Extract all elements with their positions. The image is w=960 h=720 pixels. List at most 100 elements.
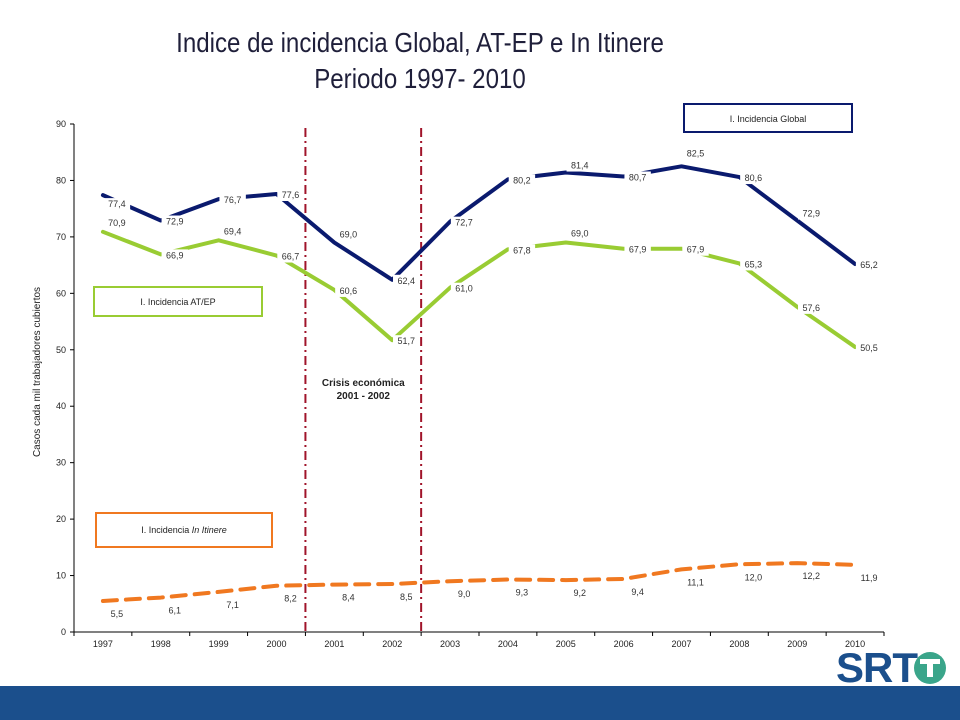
data-label-itinere: 11,1 <box>687 577 704 587</box>
data-label-bg <box>277 188 304 201</box>
data-label-bg <box>277 250 304 263</box>
data-label-global: 81,4 <box>571 161 589 171</box>
data-label-bg <box>569 587 591 600</box>
data-label-bg <box>798 570 825 583</box>
data-label-global: 82,5 <box>687 148 705 158</box>
x-tick-label: 2005 <box>556 639 576 649</box>
y-tick-label: 90 <box>56 119 66 129</box>
x-tick-label: 2008 <box>729 639 749 649</box>
data-label-bg <box>798 207 825 220</box>
legend-label-atep: I. Incidencia AT/EP <box>140 297 215 307</box>
data-label-global: 80,7 <box>629 172 647 182</box>
x-tick-label: 1998 <box>151 639 171 649</box>
data-label-bg <box>798 301 825 314</box>
y-tick-label: 30 <box>56 458 66 468</box>
x-tick-label: 2009 <box>787 639 807 649</box>
x-tick-label: 2001 <box>324 639 344 649</box>
data-label-bg <box>337 591 359 604</box>
data-label-itinere: 11,9 <box>861 573 878 583</box>
y-tick-label: 70 <box>56 232 66 242</box>
footer-bar <box>0 686 960 720</box>
y-axis-title: Casos cada mil trabajadores cubiertos <box>32 287 43 457</box>
data-label-itinere: 12,0 <box>745 572 763 582</box>
data-label-bg <box>566 227 593 240</box>
y-tick-label: 80 <box>56 175 66 185</box>
data-label-bg <box>164 604 186 617</box>
y-tick-label: 0 <box>61 627 66 637</box>
crisis-annotation-line1: Crisis económica <box>322 378 405 389</box>
y-tick-label: 10 <box>56 571 66 581</box>
data-label-bg <box>280 592 301 605</box>
data-label-atep: 60,6 <box>340 286 358 296</box>
data-label-global: 76,7 <box>224 195 242 205</box>
data-label-bg <box>393 335 420 348</box>
data-label-bg <box>855 571 883 584</box>
legend-box-atep <box>93 286 263 317</box>
data-label-bg <box>855 341 883 354</box>
legend-label-itinere: I. Incidencia In Itinere <box>141 525 227 535</box>
data-label-atep: 69,4 <box>224 226 242 236</box>
data-label-bg <box>103 216 131 229</box>
data-label-atep: 70,9 <box>108 218 126 228</box>
chart-title-line2: Periodo 1997- 2010 <box>314 63 526 94</box>
data-label-bg <box>453 588 475 601</box>
data-label-itinere: 9,3 <box>516 588 529 598</box>
data-label-global: 77,6 <box>282 190 300 200</box>
data-label-bg <box>219 225 246 238</box>
data-label-itinere: 5,5 <box>111 609 124 619</box>
data-label-global: 69,0 <box>340 230 358 240</box>
data-label-bg <box>222 598 244 611</box>
data-label-itinere: 9,2 <box>574 588 587 598</box>
data-label-global: 72,9 <box>166 217 184 227</box>
data-label-bg <box>624 171 651 184</box>
data-label-bg <box>682 147 709 160</box>
data-label-itinere: 12,2 <box>802 571 820 581</box>
data-label-bg <box>682 576 709 589</box>
data-label-atep: 67,8 <box>513 245 531 255</box>
data-label-atep: 61,0 <box>455 284 473 294</box>
data-label-bg <box>740 258 767 271</box>
data-label-atep: 66,7 <box>282 252 300 262</box>
y-tick-label: 50 <box>56 345 66 355</box>
data-label-bg <box>511 586 533 599</box>
legend-box-itinere <box>95 512 273 548</box>
data-label-itinere: 9,4 <box>631 587 644 597</box>
x-tick-label: 2003 <box>440 639 460 649</box>
data-label-itinere: 9,0 <box>458 589 471 599</box>
data-label-atep: 66,9 <box>166 250 184 260</box>
data-label-bg <box>106 607 128 620</box>
srt-logo: SRT <box>836 646 956 690</box>
x-tick-label: 1997 <box>93 639 113 649</box>
data-label-bg <box>393 274 420 287</box>
data-label-global: 72,9 <box>802 209 820 219</box>
data-label-bg <box>855 258 883 271</box>
data-label-global: 77,4 <box>108 199 126 209</box>
data-label-atep: 51,7 <box>397 336 415 346</box>
x-tick-label: 2002 <box>382 639 402 649</box>
y-tick-label: 20 <box>56 514 66 524</box>
data-label-bg <box>627 585 649 598</box>
x-tick-label: 2004 <box>498 639 518 649</box>
data-label-bg <box>335 284 362 297</box>
data-label-bg <box>219 194 246 207</box>
data-label-atep: 67,9 <box>687 245 705 255</box>
data-label-bg <box>566 159 593 172</box>
x-tick-label: 2000 <box>266 639 286 649</box>
data-label-atep: 65,3 <box>745 259 763 269</box>
data-label-bg <box>740 172 767 185</box>
y-tick-label: 60 <box>56 288 66 298</box>
data-label-bg <box>508 174 536 187</box>
data-label-global: 62,4 <box>397 276 415 286</box>
data-label-bg <box>103 198 131 211</box>
x-tick-label: 2007 <box>671 639 691 649</box>
data-label-itinere: 7,1 <box>226 600 239 610</box>
data-label-bg <box>395 591 417 604</box>
crisis-annotation-line2: 2001 - 2002 <box>337 391 391 402</box>
data-label-bg <box>161 215 188 228</box>
data-label-atep: 69,0 <box>571 229 589 239</box>
data-label-atep: 50,5 <box>860 343 878 353</box>
data-label-bg <box>508 244 536 257</box>
data-label-bg <box>740 571 767 584</box>
x-tick-label: 2006 <box>614 639 634 649</box>
